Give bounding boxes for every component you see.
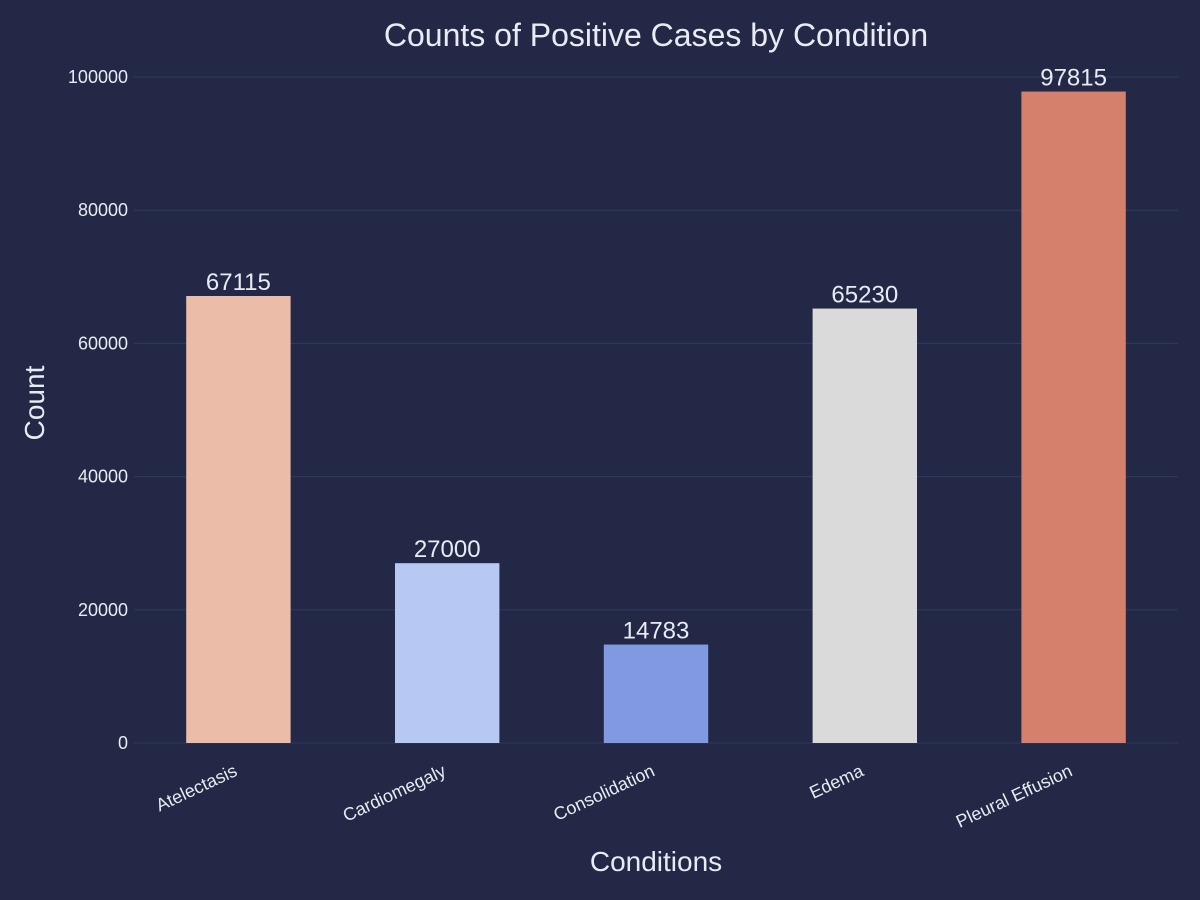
bar-pleural-effusion [1021, 91, 1126, 743]
y-axis-ticks: 0 20000 40000 60000 80000 100000 [68, 67, 128, 753]
bar-value-label: 67115 [206, 269, 271, 296]
bar-consolidation [603, 644, 709, 743]
bar-value-label: 65230 [831, 282, 898, 309]
bar-value-label: 14783 [623, 618, 690, 645]
y-tick-label: 100000 [68, 67, 128, 87]
bar-atelectasis [186, 296, 291, 743]
y-tick-label: 20000 [78, 600, 128, 620]
x-tick-label: Cardiomegaly [340, 760, 449, 825]
x-axis-ticks: Atelectasis Cardiomegaly Consolidation Edem… [153, 760, 1076, 832]
y-tick-label: 0 [118, 733, 128, 753]
chart-title: Counts of Positive Cases by Condition [384, 17, 928, 53]
bar-value-label: 97815 [1040, 65, 1107, 92]
grid-lines [134, 76, 1178, 744]
bar-cardiomegaly [395, 563, 500, 743]
x-tick-label: Consolidation [550, 760, 657, 824]
y-tick-label: 40000 [78, 467, 128, 487]
x-axis-label: Conditions [590, 846, 722, 877]
x-tick-label: Edema [806, 760, 867, 803]
x-tick-label: Atelectasis [153, 760, 240, 815]
bars [186, 91, 1126, 743]
x-tick-label: Pleural Effusion [953, 760, 1075, 831]
data-labels: 67115 27000 14783 65230 97815 [206, 65, 1107, 645]
bar-value-label: 27000 [414, 536, 481, 563]
y-axis-label: Count [19, 365, 50, 440]
bar-edema [812, 308, 917, 743]
y-tick-label: 80000 [78, 200, 128, 220]
y-tick-label: 60000 [78, 333, 128, 353]
